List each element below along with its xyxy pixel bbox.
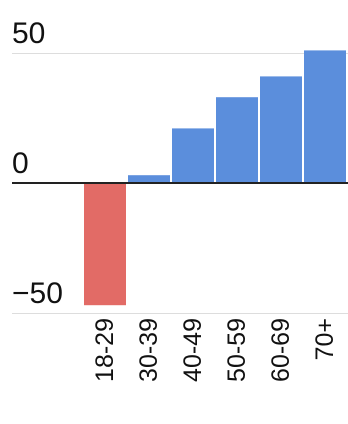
x-tick-label: 18-29 (91, 318, 119, 382)
x-tick-label: 60-69 (267, 318, 295, 382)
x-tick-label: 30-39 (135, 318, 163, 382)
x-tick-label: 50-59 (223, 318, 251, 382)
x-tick-label: 70+ (311, 318, 339, 360)
bar-50-59 (216, 97, 258, 183)
bar-40-49 (172, 128, 214, 183)
bar-60-69 (260, 76, 302, 183)
bars (84, 50, 346, 306)
y-tick-label: −50 (12, 277, 63, 310)
y-tick-label: 0 (12, 147, 29, 180)
bar-70+ (304, 50, 346, 184)
x-tick-labels: 18-29 30-39 40-49 50-59 60-69 70+ (91, 318, 339, 382)
y-tick-label: 50 (12, 17, 45, 50)
x-tick-label: 40-49 (179, 318, 207, 382)
bar-30-39 (128, 175, 170, 183)
bar-18-29 (84, 183, 126, 306)
gridlines (12, 53, 348, 314)
y-tick-labels: 50 0 −50 (12, 17, 63, 310)
